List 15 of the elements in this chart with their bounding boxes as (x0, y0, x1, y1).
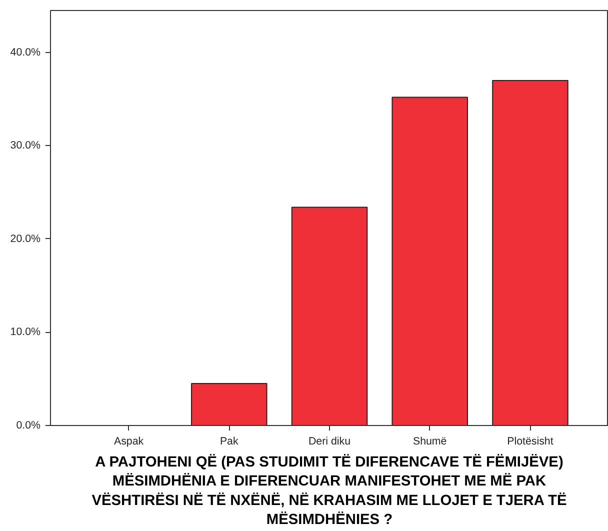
bar (392, 96, 468, 426)
y-tick-label: 0.0% (16, 420, 42, 432)
x-tick-label: Pak (220, 436, 239, 448)
x-tick-label: Shumë (412, 436, 447, 448)
x-tick-label: Aspak (114, 436, 144, 448)
bar (191, 383, 268, 426)
bar (492, 80, 568, 426)
y-tick-label: 20.0% (10, 232, 42, 245)
x-tick-label: Deri diku (308, 436, 351, 448)
y-tick-label: 40.0% (10, 46, 42, 58)
y-tick-label: 10.0% (10, 326, 42, 338)
y-tick-label: 30.0% (10, 140, 42, 152)
x-axis-title: A PAJTOHENI QË (PAS STUDIMIT TË DIFERENCAVE TË FËMIJËVE) MËSIMDHËNIA E DIFERENCUAR MANIFESTOHET ME MË PAK VËSHTIRËSI NË TË NXËNË, NË KRAHASIM ME LLOJET E TJERA TË MËSIMDHËNIES ? (92, 454, 567, 528)
bar (291, 206, 368, 426)
x-tick-label: Plotësisht (507, 436, 554, 448)
